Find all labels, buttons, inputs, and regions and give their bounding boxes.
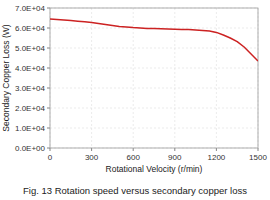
grid-line xyxy=(50,48,258,49)
chart: 0 300 600 900 1200 1500 0.0E+00 1.0E+04 2.0E+04 3… xyxy=(0,0,270,200)
grid-line xyxy=(50,88,258,89)
y-tick xyxy=(47,8,50,9)
y-tick xyxy=(47,68,50,69)
x-tick-label: 300 xyxy=(85,153,99,162)
x-tick-label: 0 xyxy=(48,153,53,162)
y-tick-label: 5.0E+04 xyxy=(15,44,46,53)
x-tick xyxy=(50,148,51,151)
x-axis-label: Rotational Velocity (r/min) xyxy=(106,164,203,174)
x-tick xyxy=(216,148,217,151)
grid-line xyxy=(50,128,258,129)
grid-line xyxy=(50,68,258,69)
x-tick xyxy=(91,148,92,151)
x-tick xyxy=(174,148,175,151)
y-axis: 0.0E+00 1.0E+04 2.0E+04 3.0E+04 4.0E+04 5.0E+… xyxy=(15,4,50,153)
grid-line xyxy=(216,8,217,148)
y-tick xyxy=(47,128,50,129)
y-tick xyxy=(47,108,50,109)
x-tick xyxy=(133,148,134,151)
x-tick-label: 600 xyxy=(127,153,141,162)
y-tick-label: 2.0E+04 xyxy=(15,104,46,113)
x-tick-label: 900 xyxy=(168,153,182,162)
x-tick-label: 1500 xyxy=(249,153,267,162)
y-tick xyxy=(47,28,50,29)
grid-line xyxy=(91,8,92,148)
grid-line xyxy=(50,108,258,109)
y-tick-label: 3.0E+04 xyxy=(15,84,46,93)
grid-line xyxy=(133,8,134,148)
series xyxy=(50,19,258,61)
y-tick-label: 7.0E+04 xyxy=(15,4,46,13)
line xyxy=(50,19,258,61)
title: Fig. 13 Rotation speed versus secondary … xyxy=(23,185,247,196)
plot-frame xyxy=(50,8,258,148)
y-tick-label: 1.0E+04 xyxy=(15,124,46,133)
x-tick-label: 1200 xyxy=(208,153,226,162)
y-tick xyxy=(47,88,50,89)
grid xyxy=(50,8,258,148)
x-tick xyxy=(258,148,259,151)
y-tick-label: 6.0E+04 xyxy=(15,24,46,33)
y-tick xyxy=(47,48,50,49)
y-tick-label: 0.0E+00 xyxy=(15,144,46,153)
x-axis: 0 300 600 900 1200 1500 xyxy=(48,148,268,162)
y-tick-label: 4.0E+04 xyxy=(15,64,46,73)
y-axis-label: Secondary Copper Loss (W) xyxy=(1,24,11,131)
y-tick xyxy=(47,148,50,149)
